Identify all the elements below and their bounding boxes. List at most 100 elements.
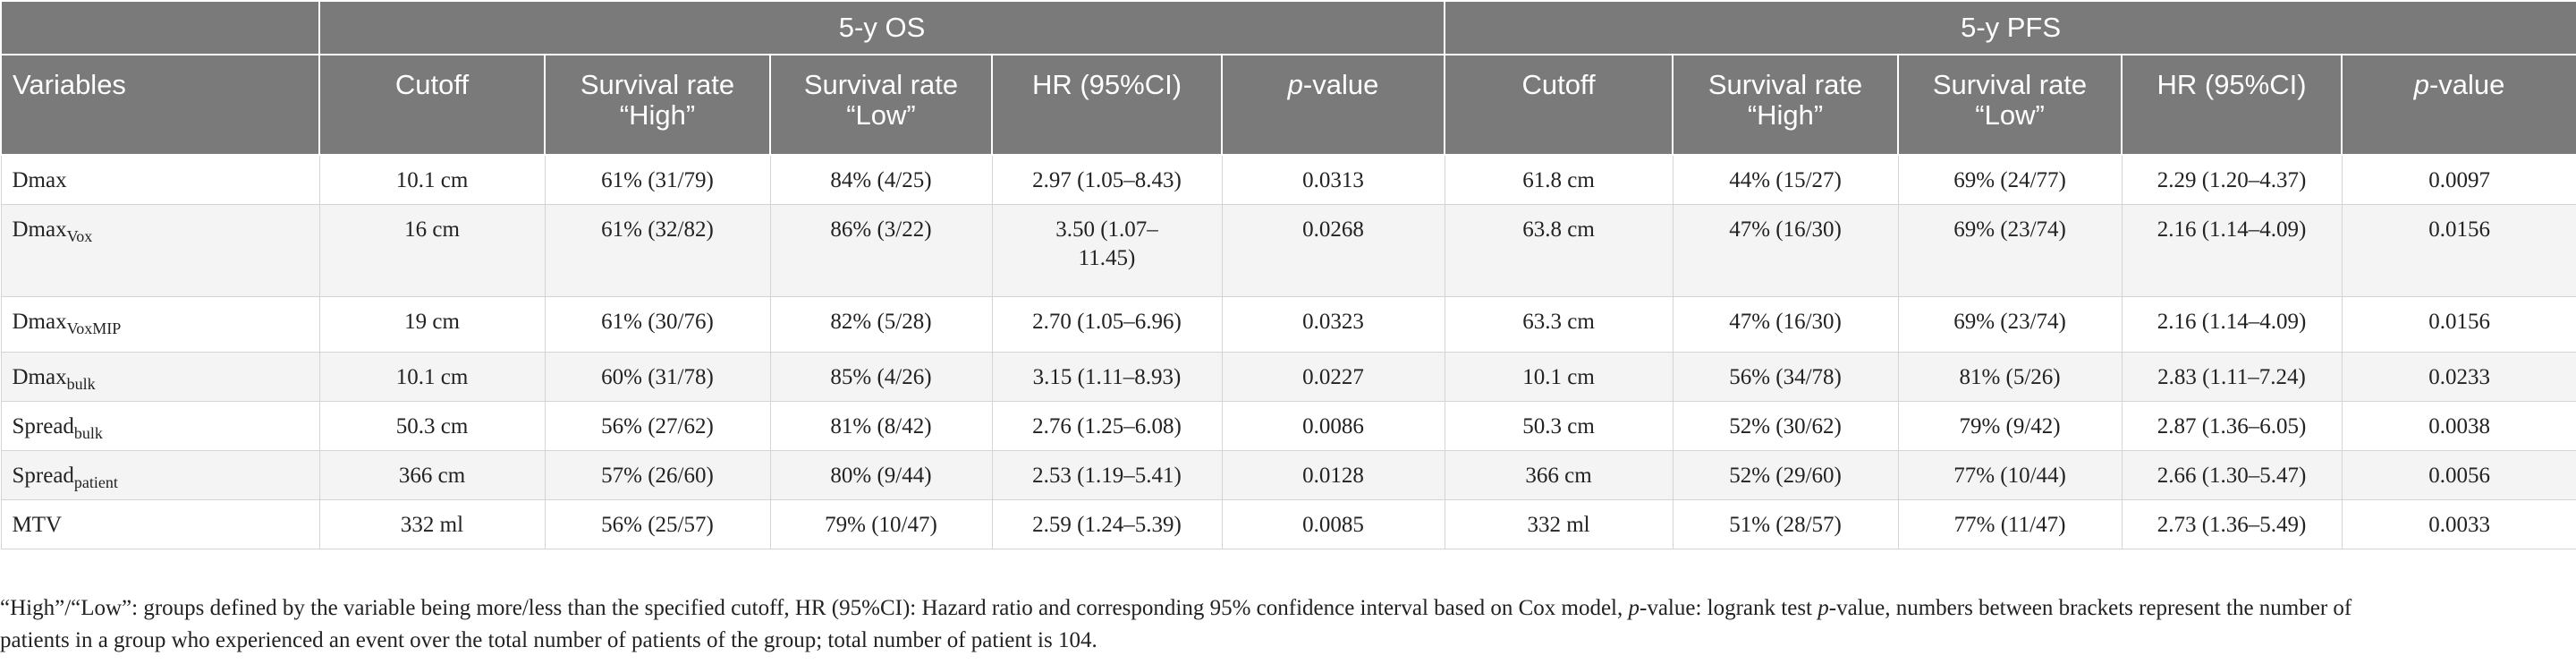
pfs-pvalue-cell: 0.0233 (2341, 351, 2576, 402)
pfs-pvalue-cell: 0.0038 (2341, 400, 2576, 451)
col-header-pfs-survival-low: Survival rate “Low” (1897, 54, 2123, 156)
table-row: DmaxVox 16 cm 61% (32/82) 86% (3/22) 3.5… (0, 203, 2576, 297)
os-cutoff-cell: 332 ml (318, 498, 546, 549)
footnote-line1-b: -value: logrank test (1640, 596, 1818, 620)
pfs-hr-cell: 2.16 (1.14–4.09) (2121, 203, 2343, 297)
pfs-cutoff-cell: 366 cm (1444, 449, 1674, 500)
table-footnote: “High”/“Low”: groups defined by the vari… (0, 592, 2576, 657)
variable-name: Dmax (12, 309, 67, 334)
variable-name: Spread (12, 413, 74, 438)
p-rest: -value (1302, 69, 1379, 100)
pfs-survival-high-cell: 52% (30/62) (1672, 400, 1899, 451)
table-row: DmaxVoxMIP 19 cm 61% (30/76) 82% (5/28) … (0, 295, 2576, 353)
pfs-survival-high-cell: 56% (34/78) (1672, 351, 1899, 402)
os-cutoff-cell: 16 cm (318, 203, 546, 297)
p-italic: p (2413, 69, 2429, 100)
pfs-cutoff-cell: 63.3 cm (1444, 295, 1674, 353)
pfs-hr-cell: 2.83 (1.11–7.24) (2121, 351, 2343, 402)
pfs-survival-high-cell: 44% (15/27) (1672, 154, 1899, 205)
col-header-pfs-survival-high: Survival rate “High” (1672, 54, 1900, 156)
os-survival-low-cell: 85% (4/26) (769, 351, 993, 402)
os-cutoff-cell: 10.1 cm (318, 351, 546, 402)
os-survival-low-cell: 81% (8/42) (769, 400, 993, 451)
os-pvalue-cell: 0.0085 (1221, 498, 1445, 549)
os-pvalue-cell: 0.0227 (1221, 351, 1445, 402)
p-italic: p (1287, 69, 1303, 100)
os-hr-cell: 2.53 (1.19–5.41) (991, 449, 1223, 500)
pfs-cutoff-cell: 10.1 cm (1444, 351, 1674, 402)
variable-subscript: VoxMIP (66, 319, 122, 337)
footnote-line2: patients in a group who experienced an e… (0, 628, 1097, 652)
variable-cell: Spreadpatient (0, 449, 320, 500)
variable-cell: Dmax (0, 154, 320, 205)
os-hr-cell: 2.97 (1.05–8.43) (991, 154, 1223, 205)
variable-cell: Spreadbulk (0, 400, 320, 451)
footnote-line1-c: -value, numbers between brackets represe… (1828, 596, 2352, 620)
variable-cell: MTV (0, 498, 320, 549)
col-header-os-cutoff: Cutoff (318, 54, 546, 156)
os-pvalue-cell: 0.0323 (1221, 295, 1445, 353)
os-survival-low-cell: 80% (9/44) (769, 449, 993, 500)
pfs-hr-cell: 2.66 (1.30–5.47) (2121, 449, 2343, 500)
pfs-cutoff-cell: 50.3 cm (1444, 400, 1674, 451)
os-survival-high-cell: 56% (25/57) (544, 498, 771, 549)
os-survival-high-cell: 61% (30/76) (544, 295, 771, 353)
os-cutoff-cell: 50.3 cm (318, 400, 546, 451)
os-survival-high-cell: 57% (26/60) (544, 449, 771, 500)
pfs-survival-low-cell: 69% (23/74) (1897, 203, 2123, 297)
table-row: Dmaxbulk 10.1 cm 60% (31/78) 85% (4/26) … (0, 351, 2576, 402)
pfs-survival-high-cell: 47% (16/30) (1672, 203, 1899, 297)
p-rest: -value (2428, 69, 2505, 100)
os-hr-cell: 2.70 (1.05–6.96) (991, 295, 1223, 353)
variable-name: Dmax (12, 217, 67, 242)
os-cutoff-cell: 10.1 cm (318, 154, 546, 205)
os-pvalue-cell: 0.0268 (1221, 203, 1445, 297)
os-hr-cell: 2.59 (1.24–5.39) (991, 498, 1223, 549)
variable-cell: DmaxVoxMIP (0, 295, 320, 353)
pfs-survival-low-cell: 77% (11/47) (1897, 498, 2123, 549)
pfs-hr-cell: 2.16 (1.14–4.09) (2121, 295, 2343, 353)
os-cutoff-cell: 19 cm (318, 295, 546, 353)
results-table: 5-y OS 5-y PFS Variables Cutoff Survival… (0, 0, 2576, 549)
os-hr-cell: 3.15 (1.11–8.93) (991, 351, 1223, 402)
pfs-survival-low-cell: 69% (23/74) (1897, 295, 2123, 353)
pfs-cutoff-cell: 61.8 cm (1444, 154, 1674, 205)
os-cutoff-cell: 366 cm (318, 449, 546, 500)
header-empty-cell (0, 0, 320, 55)
os-pvalue-cell: 0.0128 (1221, 449, 1445, 500)
os-hr-cell: 2.76 (1.25–6.08) (991, 400, 1223, 451)
os-survival-low-cell: 82% (5/28) (769, 295, 993, 353)
os-pvalue-cell: 0.0086 (1221, 400, 1445, 451)
pfs-cutoff-cell: 332 ml (1444, 498, 1674, 549)
col-header-pfs-hr: HR (95%CI) (2121, 54, 2343, 156)
col-header-os-pvalue: p-value (1220, 54, 1446, 156)
footnote-p-italic: p (1628, 596, 1640, 620)
pfs-pvalue-cell: 0.0056 (2341, 449, 2576, 500)
variable-name: Dmax (12, 168, 67, 192)
os-survival-low-cell: 84% (4/25) (769, 154, 993, 205)
footnote-line1-a: “High”/“Low”: groups defined by the vari… (0, 596, 1629, 620)
pfs-survival-high-cell: 52% (29/60) (1672, 449, 1899, 500)
variable-subscript: bulk (66, 374, 96, 393)
group-header-pfs: 5-y PFS (1444, 0, 2576, 55)
pfs-pvalue-cell: 0.0033 (2341, 498, 2576, 549)
variable-name: Spread (12, 463, 74, 488)
variable-subscript: patient (73, 472, 118, 491)
table-row: Dmax 10.1 cm 61% (31/79) 84% (4/25) 2.97… (0, 154, 2576, 205)
pfs-hr-cell: 2.87 (1.36–6.05) (2121, 400, 2343, 451)
table-row: Spreadpatient 366 cm 57% (26/60) 80% (9/… (0, 449, 2576, 500)
pfs-survival-high-cell: 51% (28/57) (1672, 498, 1899, 549)
os-pvalue-cell: 0.0313 (1221, 154, 1445, 205)
os-survival-high-cell: 61% (32/82) (544, 203, 771, 297)
os-hr-cell: 3.50 (1.07–11.45) (991, 203, 1223, 297)
os-survival-high-cell: 60% (31/78) (544, 351, 771, 402)
pfs-hr-cell: 2.73 (1.36–5.49) (2121, 498, 2343, 549)
col-header-os-hr: HR (95%CI) (991, 54, 1223, 156)
os-survival-low-cell: 86% (3/22) (769, 203, 993, 297)
pfs-cutoff-cell: 63.8 cm (1444, 203, 1674, 297)
pfs-survival-low-cell: 81% (5/26) (1897, 351, 2123, 402)
pfs-pvalue-cell: 0.0097 (2341, 154, 2576, 205)
table-row: Spreadbulk 50.3 cm 56% (27/62) 81% (8/42… (0, 400, 2576, 451)
variable-cell: Dmaxbulk (0, 351, 320, 402)
col-header-os-survival-low: Survival rate “Low” (769, 54, 993, 156)
